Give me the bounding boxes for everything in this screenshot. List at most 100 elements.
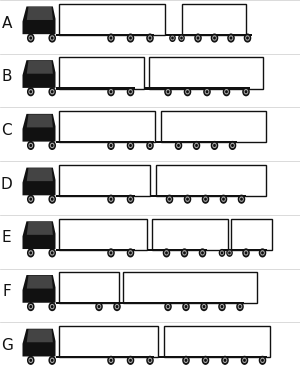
Bar <box>56 302 244 305</box>
Polygon shape <box>27 61 53 74</box>
Circle shape <box>230 142 236 149</box>
Circle shape <box>148 36 152 40</box>
Circle shape <box>170 35 175 41</box>
Polygon shape <box>27 276 53 288</box>
Circle shape <box>260 356 266 364</box>
Circle shape <box>243 358 246 362</box>
Text: A: A <box>2 15 12 30</box>
Circle shape <box>245 91 247 92</box>
Circle shape <box>196 36 200 40</box>
Circle shape <box>30 359 31 361</box>
Circle shape <box>51 90 54 94</box>
Circle shape <box>229 252 230 253</box>
Circle shape <box>227 250 232 256</box>
Circle shape <box>129 36 132 40</box>
Circle shape <box>243 249 249 257</box>
Circle shape <box>176 142 182 149</box>
Circle shape <box>224 88 230 96</box>
Circle shape <box>108 88 114 96</box>
Circle shape <box>49 356 55 364</box>
Circle shape <box>148 144 152 147</box>
Circle shape <box>213 144 216 147</box>
Circle shape <box>110 90 112 94</box>
Circle shape <box>52 359 53 361</box>
Bar <box>182 34 251 36</box>
Circle shape <box>219 303 225 311</box>
Circle shape <box>178 145 179 146</box>
Circle shape <box>242 356 248 364</box>
Circle shape <box>52 198 53 200</box>
Circle shape <box>186 197 189 201</box>
Text: G: G <box>1 338 13 353</box>
Bar <box>56 34 251 36</box>
Circle shape <box>110 198 112 200</box>
Circle shape <box>241 198 242 200</box>
Bar <box>160 111 266 142</box>
Circle shape <box>130 145 131 146</box>
Circle shape <box>128 34 134 42</box>
Circle shape <box>206 91 208 92</box>
Circle shape <box>28 249 34 257</box>
Bar <box>172 34 185 36</box>
Circle shape <box>49 195 55 203</box>
Polygon shape <box>27 222 53 235</box>
Bar <box>58 141 154 143</box>
Circle shape <box>147 34 153 42</box>
Polygon shape <box>22 168 56 195</box>
Circle shape <box>116 306 118 308</box>
Bar <box>58 58 144 88</box>
Circle shape <box>30 252 31 254</box>
Circle shape <box>180 36 183 40</box>
Circle shape <box>130 91 131 92</box>
Circle shape <box>187 91 188 92</box>
Circle shape <box>213 36 216 40</box>
Bar <box>123 302 244 305</box>
Bar <box>164 326 270 357</box>
Circle shape <box>51 251 54 255</box>
Circle shape <box>230 36 232 40</box>
Circle shape <box>29 358 32 362</box>
Circle shape <box>195 34 201 42</box>
Circle shape <box>147 356 153 364</box>
Circle shape <box>130 198 131 200</box>
Circle shape <box>130 252 131 254</box>
Circle shape <box>28 356 34 364</box>
Bar <box>58 302 121 305</box>
Circle shape <box>49 303 55 311</box>
Circle shape <box>243 88 249 96</box>
Circle shape <box>197 37 199 39</box>
Circle shape <box>184 252 185 254</box>
Bar <box>58 356 154 358</box>
Circle shape <box>110 252 112 254</box>
Circle shape <box>98 306 100 308</box>
Text: D: D <box>1 177 13 192</box>
Circle shape <box>185 359 187 361</box>
Polygon shape <box>27 114 53 127</box>
Circle shape <box>51 144 54 147</box>
Circle shape <box>167 306 169 308</box>
Bar <box>56 249 266 251</box>
Circle shape <box>165 303 171 311</box>
Circle shape <box>167 195 172 203</box>
Circle shape <box>52 306 53 308</box>
Circle shape <box>49 34 55 42</box>
Circle shape <box>261 358 264 362</box>
Circle shape <box>165 88 171 96</box>
Circle shape <box>129 197 132 201</box>
Circle shape <box>110 145 112 146</box>
Circle shape <box>212 34 218 42</box>
Circle shape <box>108 34 114 42</box>
Circle shape <box>28 142 34 149</box>
Circle shape <box>171 36 174 40</box>
Circle shape <box>184 305 188 309</box>
Circle shape <box>238 305 242 309</box>
Circle shape <box>148 358 152 362</box>
Circle shape <box>200 249 206 257</box>
Polygon shape <box>22 114 56 142</box>
Circle shape <box>108 356 114 364</box>
Circle shape <box>202 305 206 309</box>
Circle shape <box>226 91 227 92</box>
Circle shape <box>147 142 153 149</box>
Bar <box>58 249 134 251</box>
Circle shape <box>214 37 215 39</box>
